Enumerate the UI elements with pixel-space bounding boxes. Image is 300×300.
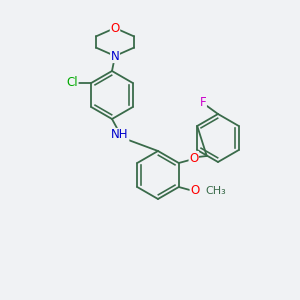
Text: O: O (190, 184, 200, 197)
Text: F: F (200, 97, 206, 110)
Text: CH₃: CH₃ (206, 186, 226, 196)
Text: O: O (189, 152, 198, 164)
Text: N: N (111, 50, 119, 62)
Text: Cl: Cl (66, 76, 78, 89)
Text: O: O (110, 22, 120, 34)
Text: NH: NH (111, 128, 129, 142)
